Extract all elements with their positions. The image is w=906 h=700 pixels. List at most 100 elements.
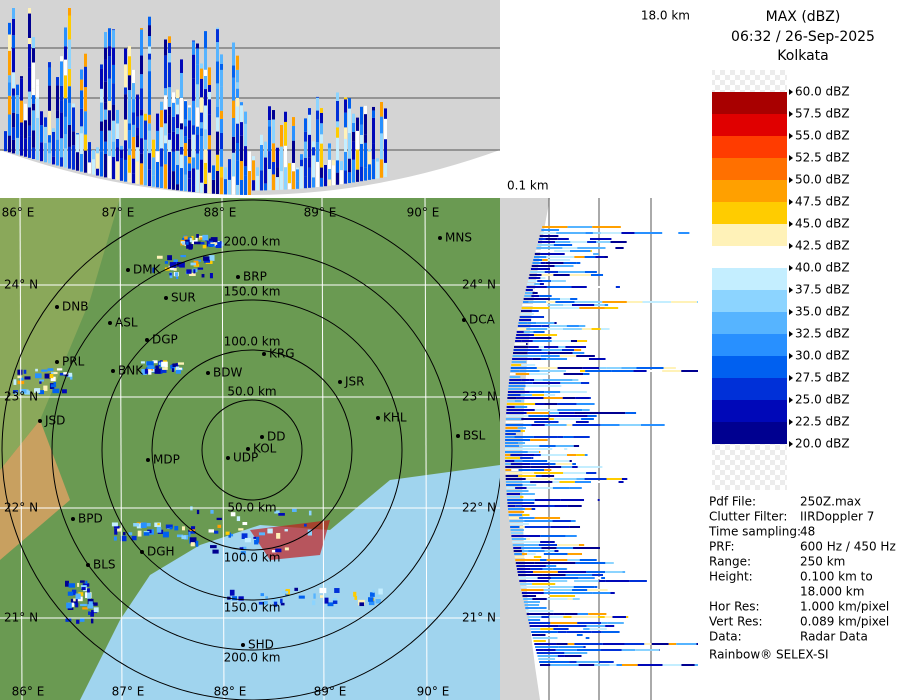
echo-cell <box>182 237 186 241</box>
legend-tick <box>789 309 793 315</box>
echo-cell <box>238 596 244 601</box>
echo-column <box>24 103 27 121</box>
echo-column <box>128 45 131 57</box>
echo-row <box>517 328 527 330</box>
legend-tick <box>789 111 793 117</box>
echo-row <box>514 556 525 558</box>
echo-row <box>561 349 575 351</box>
time: 06:32 / 26-Sep-2025 <box>731 29 875 45</box>
echo-column <box>112 104 115 121</box>
echo-column <box>204 89 207 106</box>
echo-column <box>108 28 111 47</box>
echo-cell <box>202 244 207 249</box>
map: 86° E86° E87° E87° E88° E88° E89° E89° E… <box>0 198 500 700</box>
echo-column <box>196 84 199 108</box>
echo-column <box>144 139 147 166</box>
echo-column <box>64 59 67 76</box>
echo-row <box>512 541 541 543</box>
lon-label-top: 87° E <box>102 206 135 220</box>
echo-row <box>540 232 557 234</box>
echo-column <box>180 123 183 130</box>
echo-row <box>572 466 578 468</box>
echo-row <box>551 340 571 342</box>
echo-row <box>539 283 544 285</box>
echo-column <box>148 114 151 124</box>
echo-row <box>524 526 551 528</box>
echo-column <box>148 46 151 54</box>
legend-swatch <box>712 312 787 334</box>
echo-row <box>532 292 538 294</box>
echo-column <box>180 168 183 191</box>
echo-cell <box>73 598 76 602</box>
legend-label: 55.0 dBZ <box>795 129 850 143</box>
city-dot <box>338 380 342 384</box>
echo-column <box>172 92 175 103</box>
echo-column <box>320 108 323 113</box>
echo-row <box>530 466 542 468</box>
info-key: Pdf File: <box>709 495 756 509</box>
echo-column <box>36 85 39 98</box>
echo-row <box>513 349 542 351</box>
echo-column <box>360 143 363 167</box>
echo-row <box>526 328 548 330</box>
echo-row <box>573 586 595 588</box>
echo-row <box>531 508 536 510</box>
echo-column <box>236 69 239 83</box>
echo-row <box>566 568 568 570</box>
echo-cell <box>68 583 76 588</box>
echo-row <box>584 499 598 501</box>
echo-cell <box>186 269 192 274</box>
legend-tick <box>789 419 793 425</box>
echo-cell <box>75 593 81 600</box>
echo-cell <box>150 368 158 373</box>
meridian <box>424 198 428 700</box>
echo-row <box>610 592 615 594</box>
echo-row <box>526 613 554 615</box>
echo-column <box>364 105 367 115</box>
city-label: BLS <box>93 558 116 572</box>
echo-row <box>514 436 534 438</box>
echo-column <box>168 171 171 190</box>
echo-column <box>8 22 11 35</box>
echo-column <box>84 66 87 88</box>
echo-cell <box>236 516 241 522</box>
echo-column <box>364 114 367 135</box>
echo-cell <box>275 548 282 553</box>
echo-row <box>634 232 663 234</box>
echo-cell <box>177 362 184 365</box>
echo-row <box>511 535 541 537</box>
echo-row <box>507 499 524 501</box>
map-labels: 86° E86° E87° E87° E88° E88° E89° E89° E… <box>2 206 496 699</box>
echo-row <box>515 373 530 375</box>
echo-cell <box>21 389 25 392</box>
echo-row <box>564 448 568 450</box>
lon-label-bottom: 89° E <box>314 685 347 699</box>
echo-column <box>184 155 187 175</box>
echo-row <box>562 247 578 249</box>
echo-row <box>541 349 562 351</box>
echo-column <box>228 159 231 180</box>
echo-column <box>200 136 203 160</box>
echo-cell <box>281 591 289 594</box>
echo-column <box>80 153 83 172</box>
echo-row <box>541 229 560 231</box>
echo-column <box>80 133 83 154</box>
echo-row <box>518 475 536 477</box>
echo-column <box>104 141 107 154</box>
echo-column <box>184 143 187 156</box>
lon-label-bottom: 88° E <box>214 685 247 699</box>
echo-row <box>505 463 511 465</box>
legend-swatch <box>712 268 787 290</box>
echo-row <box>605 580 630 582</box>
echo-column <box>160 101 163 111</box>
echo-row <box>518 322 528 324</box>
echo-row <box>575 421 589 423</box>
echo-row <box>559 355 577 357</box>
echo-row <box>540 253 565 255</box>
echo-row <box>621 649 636 651</box>
echo-column <box>60 100 63 113</box>
echo-column <box>104 119 107 142</box>
ring-label: 100.0 km <box>224 551 281 565</box>
echo-row <box>505 442 519 444</box>
